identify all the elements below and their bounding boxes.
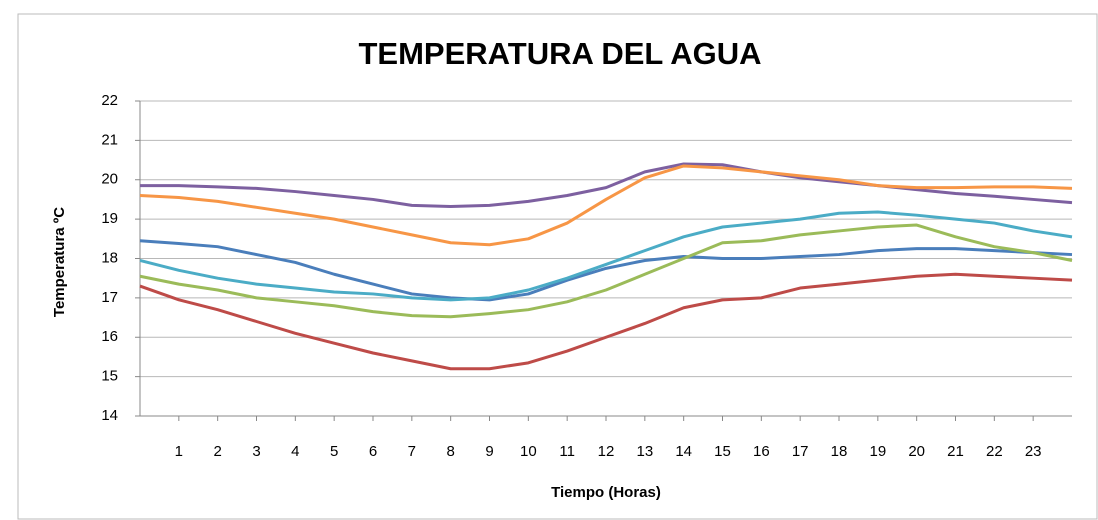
x-tick-label: 7: [408, 443, 416, 460]
x-tick-label: 2: [213, 443, 221, 460]
x-tick-label: 12: [598, 443, 615, 460]
series-line: [139, 164, 1073, 247]
series-line: [139, 210, 1073, 302]
x-tick-label: 13: [636, 443, 653, 460]
series-line: [139, 239, 1073, 302]
y-tick-label: 15: [101, 368, 118, 385]
x-tick-label: 3: [252, 443, 260, 460]
x-tick-label: 19: [869, 443, 886, 460]
x-tick-label: 9: [485, 443, 493, 460]
x-tick-label: 15: [714, 443, 731, 460]
x-tick-label: 6: [369, 443, 377, 460]
series-line: [139, 272, 1073, 371]
y-tick-label: 19: [101, 210, 118, 227]
x-tick-label: 14: [675, 443, 692, 460]
x-tick-label: 5: [330, 443, 338, 460]
series-line: [140, 162, 1073, 209]
y-tick-label: 20: [101, 171, 118, 188]
y-tick-label: 21: [101, 131, 118, 148]
x-tick-label: 4: [291, 443, 299, 460]
y-tick-label: 16: [101, 328, 118, 345]
x-tick-label: 23: [1025, 443, 1042, 460]
x-tick-label: 20: [908, 443, 925, 460]
x-tick-label: 22: [986, 443, 1003, 460]
y-tick-label: 14: [101, 407, 118, 424]
chart-title: TEMPERATURA DEL AGUA: [359, 36, 762, 71]
x-tick-label: 10: [520, 443, 537, 460]
x-tick-label: 16: [753, 443, 770, 460]
x-tick-label: 18: [831, 443, 848, 460]
series-line: [139, 223, 1073, 319]
chart-frame: [17, 13, 1098, 520]
x-tick-label: 21: [947, 443, 964, 460]
x-tick-label: 1: [175, 443, 183, 460]
y-tick-label: 22: [101, 92, 118, 109]
y-tick-label: 17: [101, 289, 118, 306]
x-axis-label: Tiempo (Horas): [551, 484, 661, 501]
x-tick-label: 17: [792, 443, 809, 460]
x-tick-label: 8: [446, 443, 454, 460]
x-tick-label: 11: [559, 443, 575, 460]
y-axis-label: Temperatura ºC: [51, 207, 68, 317]
y-tick-label: 18: [101, 249, 118, 266]
